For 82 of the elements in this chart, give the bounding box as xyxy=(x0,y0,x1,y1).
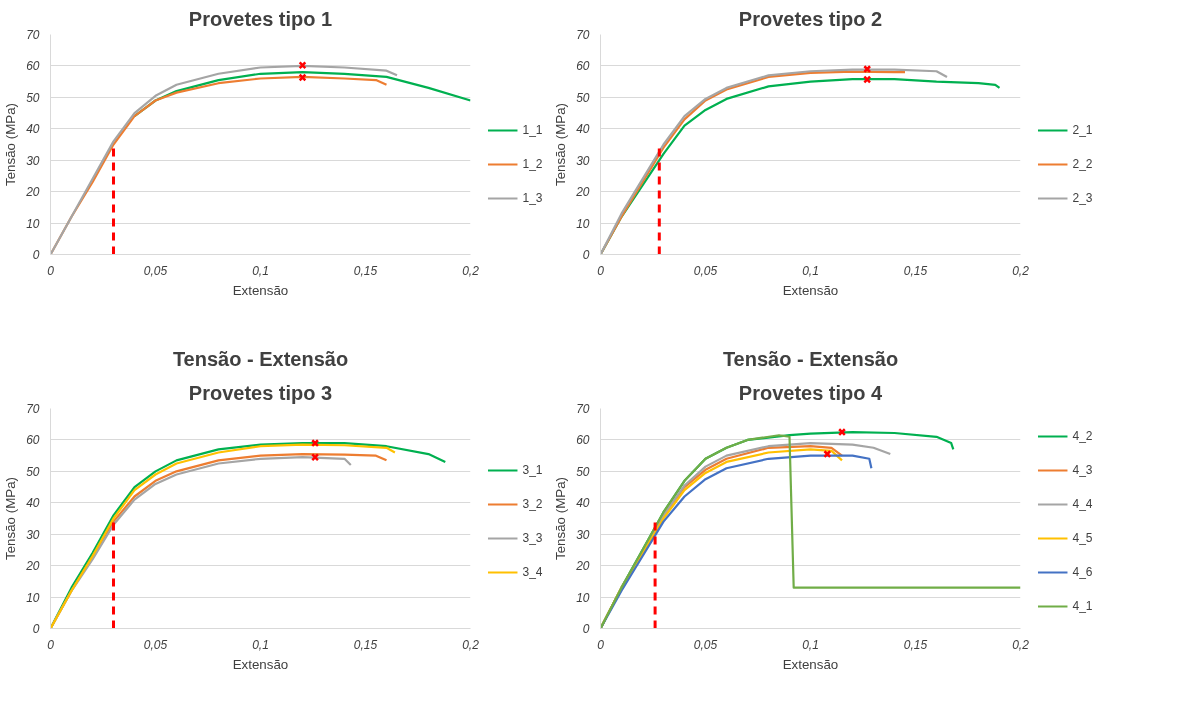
y-tick-label: 70 xyxy=(576,28,590,42)
y-tick-label: 10 xyxy=(576,216,590,231)
x-tick-label: 0,2 xyxy=(1012,637,1030,652)
x-tick-label: 0,05 xyxy=(143,637,168,652)
chart-subtitle: Provetes tipo 3 xyxy=(188,381,333,404)
y-tick-label: 10 xyxy=(26,590,40,605)
y-tick-label: 50 xyxy=(26,464,40,479)
x-axis-title: Extensão xyxy=(782,656,839,672)
chart-subtitle: Provetes tipo 4 xyxy=(738,381,884,404)
y-tick-label: 60 xyxy=(576,433,590,448)
y-tick-label: 50 xyxy=(576,90,590,105)
x-tick-label: 0 xyxy=(47,637,55,652)
x-tick-label: 0,05 xyxy=(693,637,718,652)
legend-label: 1_2 xyxy=(522,157,543,171)
legend-label: 4_6 xyxy=(1072,565,1093,579)
y-tick-label: 10 xyxy=(576,590,590,605)
legend-label: 1_3 xyxy=(522,191,543,205)
y-tick-label: 30 xyxy=(576,527,590,542)
x-tick-label: 0,15 xyxy=(903,263,928,278)
y-tick-label: 20 xyxy=(575,185,590,200)
x-tick-label: 0,1 xyxy=(802,263,819,278)
chart-title: Provetes tipo 2 xyxy=(738,7,883,30)
y-tick-label: 10 xyxy=(26,216,40,231)
legend-label: 3_4 xyxy=(522,565,543,579)
legend-label: 2_1 xyxy=(1072,123,1093,137)
y-tick-label: 60 xyxy=(26,433,40,448)
x-tick-label: 0,05 xyxy=(693,263,718,278)
y-tick-label: 60 xyxy=(26,59,40,74)
legend-label: 2_3 xyxy=(1072,191,1093,205)
x-axis-title: Extensão xyxy=(232,282,289,298)
x-tick-label: 0,15 xyxy=(353,263,378,278)
y-tick-label: 60 xyxy=(576,59,590,74)
y-tick-label: 20 xyxy=(575,559,590,574)
x-tick-label: 0,1 xyxy=(252,263,269,278)
x-tick-label: 0,05 xyxy=(143,263,168,278)
legend-label: 2_2 xyxy=(1072,157,1093,171)
y-tick-label: 50 xyxy=(26,90,40,105)
x-tick-label: 0,15 xyxy=(903,637,928,652)
legend-label: 3_2 xyxy=(522,497,543,511)
y-tick-label: 70 xyxy=(576,402,590,416)
legend-label: 4_4 xyxy=(1072,497,1093,511)
y-tick-label: 40 xyxy=(26,122,40,137)
y-tick-label: 70 xyxy=(26,28,40,42)
y-tick-label: 0 xyxy=(32,248,40,262)
chart-title: Tensão - Extensão xyxy=(722,347,899,370)
y-axis-title: Tensão (MPa) xyxy=(553,103,569,186)
y-tick-label: 0 xyxy=(582,622,590,636)
y-tick-label: 0 xyxy=(32,622,40,636)
y-tick-label: 30 xyxy=(26,527,40,542)
y-tick-label: 40 xyxy=(576,496,590,511)
y-tick-label: 40 xyxy=(576,122,590,137)
legend-label: 4_5 xyxy=(1072,531,1093,545)
y-axis-title: Tensão (MPa) xyxy=(3,103,19,186)
y-tick-label: 50 xyxy=(576,464,590,479)
x-tick-label: 0 xyxy=(47,263,55,278)
x-tick-label: 0,2 xyxy=(462,263,480,278)
legend-label: 3_1 xyxy=(522,463,543,477)
x-tick-label: 0,2 xyxy=(1012,263,1030,278)
y-tick-label: 40 xyxy=(26,496,40,511)
x-tick-label: 0,15 xyxy=(353,637,378,652)
x-tick-label: 0 xyxy=(597,263,605,278)
chart-title: Tensão - Extensão xyxy=(172,347,349,370)
x-tick-label: 0,1 xyxy=(252,637,269,652)
y-tick-label: 70 xyxy=(26,402,40,416)
legend-label: 4_2 xyxy=(1072,429,1093,443)
chart-title: Provetes tipo 1 xyxy=(188,7,333,30)
legend-label: 4_3 xyxy=(1072,463,1093,477)
legend-label: 1_1 xyxy=(522,123,543,137)
legend-label: 4_1 xyxy=(1072,599,1093,613)
y-axis-title: Tensão (MPa) xyxy=(553,477,569,560)
x-tick-label: 0,1 xyxy=(802,637,819,652)
y-tick-label: 30 xyxy=(576,153,590,168)
y-axis-title: Tensão (MPa) xyxy=(3,477,19,560)
x-tick-label: 0,2 xyxy=(462,637,480,652)
x-axis-title: Extensão xyxy=(782,282,839,298)
y-tick-label: 20 xyxy=(25,559,40,574)
y-tick-label: 0 xyxy=(582,248,590,262)
legend-label: 3_3 xyxy=(522,531,543,545)
y-tick-label: 30 xyxy=(26,153,40,168)
y-tick-label: 20 xyxy=(25,185,40,200)
x-tick-label: 0 xyxy=(597,637,605,652)
x-axis-title: Extensão xyxy=(232,656,289,672)
